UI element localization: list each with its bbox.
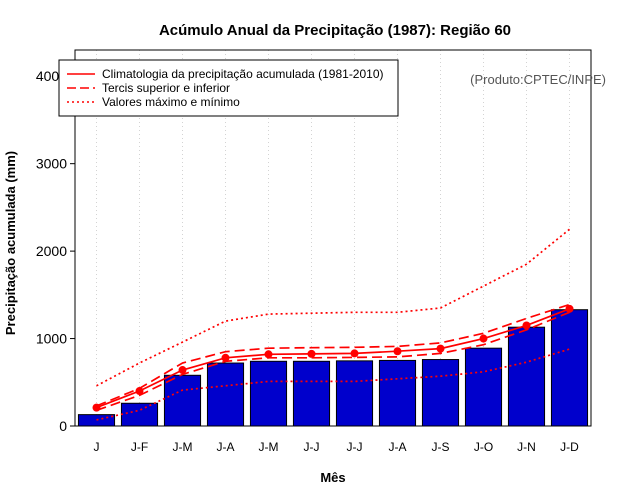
bar bbox=[77, 414, 116, 427]
bar bbox=[292, 360, 331, 427]
series-marker bbox=[350, 349, 359, 358]
legend-label-terciles: Tercis superior e inferior bbox=[102, 81, 230, 95]
series-line bbox=[96, 303, 570, 407]
bar bbox=[550, 309, 589, 427]
x-tick-label: J bbox=[94, 440, 100, 454]
grid-layer bbox=[96, 50, 570, 426]
series-line bbox=[96, 311, 570, 412]
x-tick-label: J-M bbox=[259, 440, 279, 454]
series-line bbox=[96, 308, 570, 409]
bar bbox=[378, 359, 417, 427]
series-marker bbox=[479, 334, 488, 343]
series-line bbox=[96, 228, 571, 387]
y-tick-label: 1000 bbox=[36, 331, 67, 347]
lines-layer bbox=[92, 228, 574, 421]
y-axis-label: Precipitação acumulada (mm) bbox=[3, 151, 18, 335]
series-marker bbox=[307, 349, 316, 358]
series-marker bbox=[135, 387, 144, 396]
legend-box bbox=[58, 59, 399, 117]
series-marker bbox=[436, 344, 445, 353]
series-marker bbox=[178, 366, 187, 375]
series-marker bbox=[393, 347, 402, 356]
bar bbox=[421, 359, 460, 427]
legend: Climatologia da precipitação acumulada (… bbox=[58, 59, 399, 117]
bar bbox=[507, 326, 546, 427]
series-marker bbox=[264, 350, 273, 359]
x-tick-label: J-F bbox=[131, 440, 148, 454]
legend-label-climatology: Climatologia da precipitação acumulada (… bbox=[102, 67, 384, 81]
series-line bbox=[96, 348, 570, 421]
y-tick-label: 0 bbox=[59, 418, 67, 434]
x-tick-label: J-D bbox=[560, 440, 579, 454]
chart-title: Acúmulo Anual da Precipitação (1987): Re… bbox=[159, 22, 511, 39]
y-tick-label: 2000 bbox=[36, 243, 67, 259]
y-tick-label: 3000 bbox=[36, 156, 67, 172]
bar bbox=[206, 362, 245, 427]
x-tick-label: J-N bbox=[517, 440, 536, 454]
bar bbox=[163, 374, 202, 427]
bars-layer bbox=[77, 309, 589, 427]
bar bbox=[249, 360, 288, 427]
plot-frame bbox=[74, 49, 592, 427]
x-tick-label: J-A bbox=[389, 440, 407, 454]
x-tick-label: J-J bbox=[347, 440, 363, 454]
bar bbox=[335, 360, 374, 427]
x-tick-label: J-J bbox=[304, 440, 320, 454]
legend-label-extremes: Valores máximo e mínimo bbox=[102, 95, 240, 109]
x-axis-label: Mês bbox=[320, 470, 345, 485]
x-tick-label: J-O bbox=[474, 440, 493, 454]
series-marker bbox=[522, 321, 531, 330]
series-marker bbox=[221, 353, 230, 362]
bar bbox=[120, 402, 159, 427]
x-tick-label: J-M bbox=[173, 440, 193, 454]
x-tick-label: J-S bbox=[432, 440, 450, 454]
source-note: (Produto:CPTEC/INPE) bbox=[470, 72, 606, 87]
bar bbox=[464, 347, 503, 427]
series-marker bbox=[565, 304, 574, 313]
x-tick-label: J-A bbox=[217, 440, 235, 454]
